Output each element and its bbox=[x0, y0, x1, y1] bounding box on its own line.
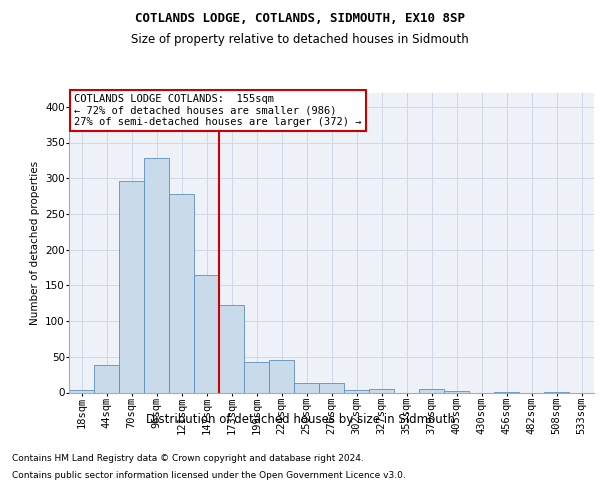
Bar bbox=[344, 390, 369, 392]
Bar bbox=[119, 181, 144, 392]
Bar bbox=[444, 391, 469, 392]
Y-axis label: Number of detached properties: Number of detached properties bbox=[29, 160, 40, 324]
Text: COTLANDS LODGE COTLANDS:  155sqm
← 72% of detached houses are smaller (986)
27% : COTLANDS LODGE COTLANDS: 155sqm ← 72% of… bbox=[74, 94, 362, 127]
Text: Contains public sector information licensed under the Open Government Licence v3: Contains public sector information licen… bbox=[12, 472, 406, 480]
Bar bbox=[69, 390, 94, 392]
Bar bbox=[244, 362, 269, 392]
Bar bbox=[219, 306, 244, 392]
Text: Distribution of detached houses by size in Sidmouth: Distribution of detached houses by size … bbox=[146, 412, 455, 426]
Bar bbox=[144, 158, 169, 392]
Bar bbox=[419, 389, 444, 392]
Bar bbox=[294, 383, 319, 392]
Bar bbox=[94, 366, 119, 392]
Bar bbox=[319, 382, 344, 392]
Text: Contains HM Land Registry data © Crown copyright and database right 2024.: Contains HM Land Registry data © Crown c… bbox=[12, 454, 364, 463]
Bar bbox=[369, 389, 394, 392]
Bar bbox=[194, 274, 219, 392]
Bar bbox=[269, 360, 294, 392]
Bar bbox=[169, 194, 194, 392]
Text: Size of property relative to detached houses in Sidmouth: Size of property relative to detached ho… bbox=[131, 32, 469, 46]
Text: COTLANDS LODGE, COTLANDS, SIDMOUTH, EX10 8SP: COTLANDS LODGE, COTLANDS, SIDMOUTH, EX10… bbox=[135, 12, 465, 26]
